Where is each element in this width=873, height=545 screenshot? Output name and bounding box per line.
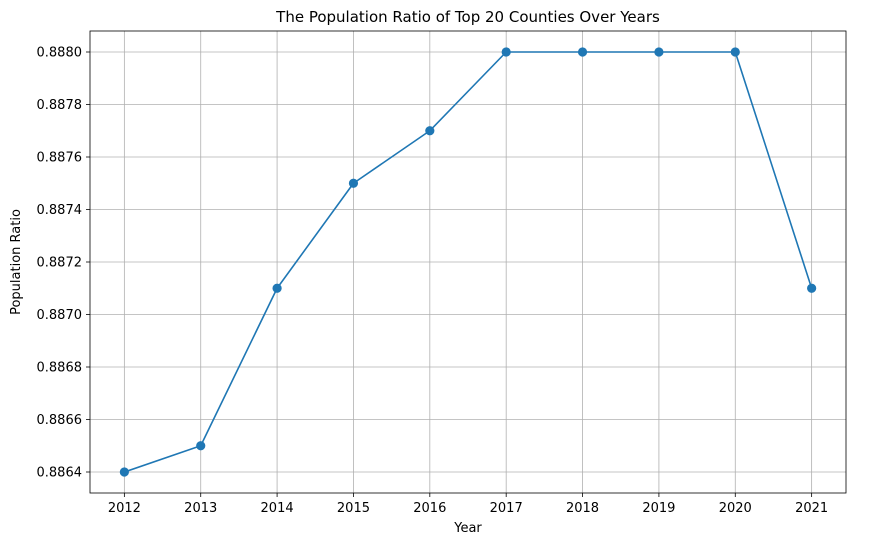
y-tick-label: 0.8864: [37, 466, 83, 481]
data-point: [577, 47, 588, 57]
x-tick-label: 2016: [413, 501, 446, 516]
y-tick-label: 0.8874: [37, 203, 83, 218]
data-point: [348, 178, 359, 188]
y-tick-label: 0.8866: [37, 413, 83, 428]
x-tick-label: 2017: [490, 501, 523, 516]
data-point: [807, 283, 817, 293]
data-point: [425, 126, 435, 136]
x-tick-label: 2019: [642, 501, 675, 516]
grid: [90, 31, 846, 493]
y-tick-label: 0.8870: [37, 308, 83, 323]
y-tick-label: 0.8868: [37, 361, 83, 376]
data-point: [196, 441, 206, 451]
x-tick-label: 2014: [261, 501, 294, 516]
y-tick-label: 0.8876: [37, 151, 83, 166]
x-tick-label: 2012: [108, 501, 141, 516]
y-axis-label: Population Ratio: [9, 209, 24, 315]
series-line: [124, 51, 813, 473]
x-tick-label: 2018: [566, 501, 599, 516]
data-point: [654, 47, 664, 57]
series-layer: [119, 47, 817, 477]
data-point: [119, 467, 129, 477]
data-point: [272, 283, 282, 293]
x-tick-label: 2021: [795, 501, 828, 516]
y-tick-label: 0.8872: [37, 256, 83, 271]
y-tick-label: 0.8878: [37, 98, 83, 113]
data-point: [501, 47, 511, 57]
x-tick-label: 2013: [184, 501, 217, 516]
chart-title: The Population Ratio of Top 20 Counties …: [275, 8, 660, 26]
x-axis-label: Year: [453, 521, 482, 536]
x-tick-label: 2015: [337, 501, 370, 516]
x-tick-label: 2020: [719, 501, 752, 516]
axis-ticks: 2012 2013 2014 2015 2016 2017 2018 2019 2020 2021…: [37, 46, 829, 517]
y-tick-label: 0.8880: [37, 46, 83, 61]
data-point: [730, 47, 740, 57]
